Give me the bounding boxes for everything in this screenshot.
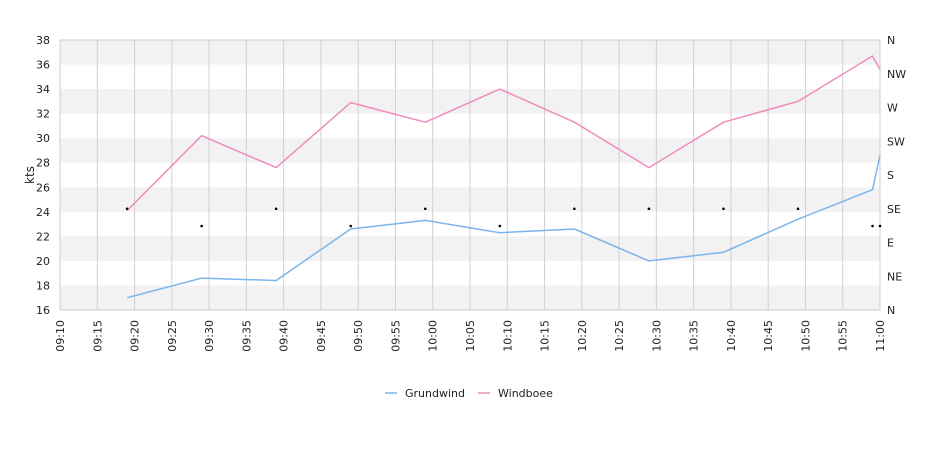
y-tick-label: 20 (36, 255, 50, 268)
x-tick-label: 09:45 (315, 320, 328, 352)
x-tick-label: 10:50 (799, 320, 812, 352)
y-tick-label: 38 (36, 34, 50, 47)
plot-border (59, 39, 881, 311)
direction-tick-label: NW (887, 68, 906, 81)
direction-marker (200, 224, 203, 228)
x-tick-label: 10:55 (837, 320, 850, 352)
x-tick-label: 09:20 (129, 320, 142, 352)
direction-marker (498, 224, 502, 228)
x-tick-label: 09:10 (54, 320, 67, 352)
series-group (125, 55, 882, 299)
direction-marker (423, 207, 427, 211)
direction-tick-labels: N NE E SE S SW W NW N (887, 34, 906, 317)
x-tick-label: 09:35 (240, 320, 253, 352)
direction-marker (125, 207, 129, 211)
x-tick-label: 10:15 (539, 320, 552, 352)
x-tick-label: 10:45 (762, 320, 775, 352)
x-tick-label: 10:35 (688, 320, 701, 352)
x-tick-label: 09:25 (166, 320, 179, 352)
direction-tick-label: E (887, 237, 894, 250)
direction-marker (274, 207, 278, 211)
y-tick-label: 26 (36, 181, 50, 194)
x-tick-label: 10:10 (501, 320, 514, 352)
y-tick-label: 18 (36, 279, 50, 292)
x-tick-label: 09:40 (278, 320, 291, 352)
vertical-gridlines (59, 40, 881, 310)
direction-marker (647, 207, 651, 211)
x-tick-label: 09:15 (91, 320, 104, 352)
x-tick-label: 10:00 (427, 320, 440, 352)
y-tick-label: 30 (36, 132, 50, 145)
y-tick-label: 28 (36, 157, 50, 170)
direction-tick-label: N (887, 304, 895, 317)
direction-marker (722, 207, 725, 211)
x-tick-labels: 09:10 09:15 09:20 09:25 09:30 09:35 09:40 09:45… (54, 320, 887, 352)
series-line-windboee (126, 55, 881, 212)
direction-marker (349, 224, 353, 228)
x-tick-label: 09:30 (203, 320, 216, 352)
direction-tick-label: N (887, 34, 895, 47)
y-tick-label: 34 (36, 83, 50, 96)
direction-marker (573, 207, 576, 211)
x-tick-label: 10:40 (725, 320, 738, 352)
direction-tick-label: NE (887, 270, 902, 283)
legend-item[interactable]: Windboee (498, 387, 553, 400)
x-tick-label: 10:20 (576, 320, 589, 352)
legend: Grundwind Windboee (385, 387, 553, 400)
y-tick-label: 22 (36, 230, 50, 243)
y-tick-labels: 16 18 20 22 24 26 28 30 32 34 36 38 (36, 34, 50, 317)
y-axis-title: kts (23, 166, 37, 184)
x-tick-label: 10:30 (650, 320, 663, 352)
direction-tick-label: W (887, 102, 898, 115)
direction-tick-label: S (887, 169, 894, 182)
x-tick-label: 09:50 (352, 320, 365, 352)
series-line-grundwind (126, 155, 881, 299)
y-tick-label: 24 (36, 206, 50, 219)
legend-item[interactable]: Grundwind (405, 387, 465, 400)
direction-marker (871, 224, 874, 228)
y-tick-label: 16 (36, 304, 50, 317)
x-tick-label: 09:55 (389, 320, 402, 352)
y-tick-label: 36 (36, 59, 50, 72)
direction-tick-label: SE (887, 203, 901, 216)
x-tick-label: 10:05 (464, 320, 477, 352)
x-tick-label: 11:00 (874, 320, 887, 352)
direction-marker (878, 224, 882, 228)
direction-marker (796, 207, 800, 211)
y-tick-label: 32 (36, 108, 50, 121)
x-tick-label: 10:25 (613, 320, 626, 352)
direction-tick-label: SW (887, 135, 905, 148)
